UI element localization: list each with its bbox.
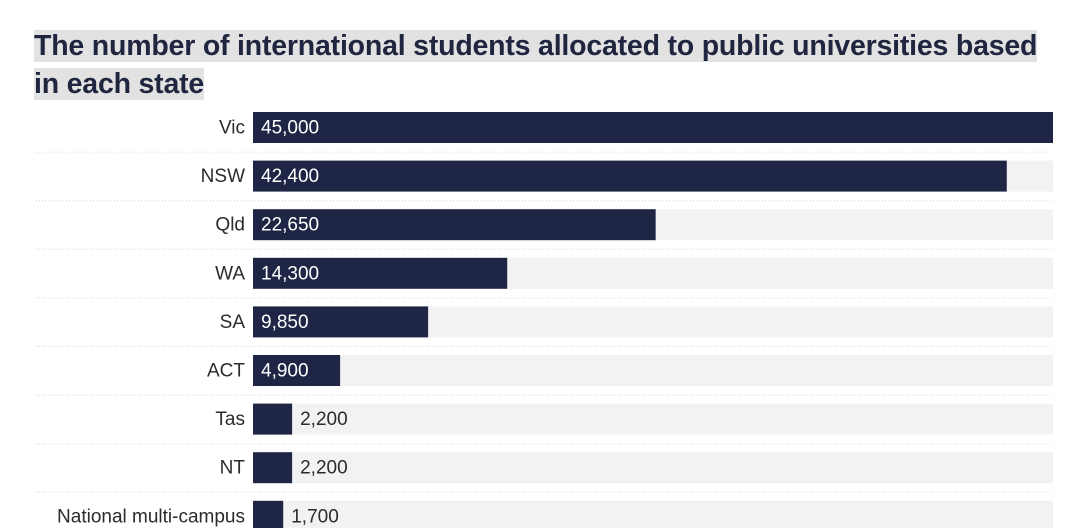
- bar: [253, 257, 508, 289]
- data-label: 4,900: [261, 361, 309, 382]
- data-label: 2,200: [300, 458, 348, 479]
- category-label: Tas: [215, 409, 245, 430]
- data-label: 1,700: [291, 506, 339, 527]
- bar: [253, 306, 429, 338]
- bar: [253, 500, 284, 528]
- data-label: 2,200: [300, 409, 348, 430]
- bar: [253, 160, 1007, 192]
- bar-track: [253, 500, 1053, 528]
- category-label: SA: [220, 312, 246, 333]
- category-label: ACT: [207, 361, 245, 382]
- category-label: WA: [215, 263, 245, 284]
- chart-title: The number of international students all…: [34, 27, 1056, 103]
- bar: [253, 209, 656, 241]
- data-label: 45,000: [261, 118, 319, 139]
- bar-track: [253, 452, 1053, 484]
- bar: [253, 403, 293, 435]
- bar-track: [253, 355, 1053, 386]
- category-label: Vic: [219, 118, 245, 139]
- category-label: NT: [220, 458, 246, 479]
- data-label: 14,300: [261, 263, 319, 284]
- data-label: 22,650: [261, 215, 319, 236]
- bar-track: [253, 403, 1053, 435]
- category-label: Qld: [215, 215, 245, 236]
- data-label: 42,400: [261, 166, 319, 187]
- chart-title-container: The number of international students all…: [34, 27, 1056, 103]
- category-label: NSW: [201, 166, 245, 187]
- bar: [253, 112, 1053, 143]
- bar: [253, 452, 293, 484]
- category-label: National multi-campus: [57, 506, 245, 527]
- data-label: 9,850: [261, 312, 309, 333]
- bar: [253, 355, 341, 386]
